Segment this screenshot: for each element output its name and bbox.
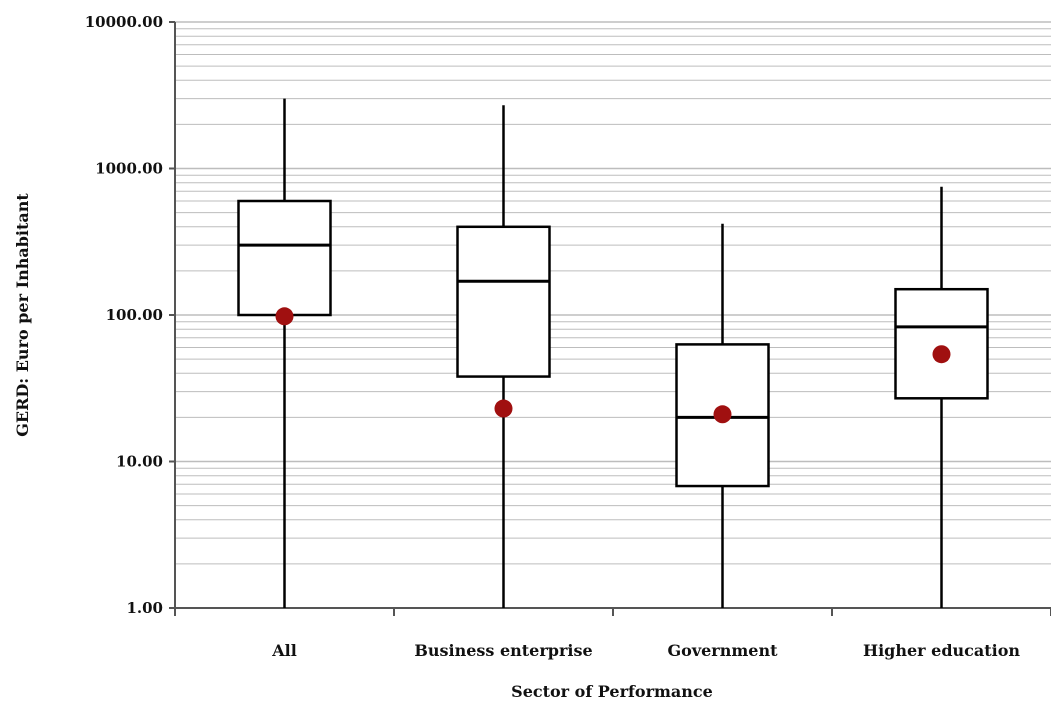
y-tick-label: 1.00 [126, 599, 163, 617]
y-tick-label: 1000.00 [95, 160, 163, 178]
y-tick-label: 10000.00 [85, 13, 163, 31]
x-category-label: All [271, 641, 297, 660]
box-government [675, 223, 770, 608]
box-higher-education [894, 186, 989, 608]
y-tick-label: 100.00 [106, 306, 163, 324]
mean-marker [275, 307, 294, 326]
axes [169, 21, 1051, 616]
x-category-labels: All Business enterprise Government Higher e… [271, 641, 1020, 660]
x-category-label: Higher education [863, 641, 1020, 660]
y-tick-label: 10.00 [116, 453, 163, 471]
iqr-box [894, 287, 989, 400]
mean-marker [494, 399, 513, 418]
mean-marker [713, 405, 732, 424]
box-all [237, 98, 332, 608]
x-category-label: Government [667, 641, 778, 660]
y-axis-title: GERD: Euro per Inhabitant [13, 193, 32, 437]
iqr-box [237, 199, 332, 317]
x-axis-title: Sector of Performance [511, 682, 713, 701]
iqr-box [456, 225, 551, 378]
x-category-label: Business enterprise [414, 641, 592, 660]
mean-marker [932, 345, 951, 364]
box-business-enterprise [456, 105, 551, 608]
y-tick-labels: 1.00 10.00 100.00 1000.00 10000.00 [85, 13, 163, 617]
boxes [237, 98, 989, 608]
